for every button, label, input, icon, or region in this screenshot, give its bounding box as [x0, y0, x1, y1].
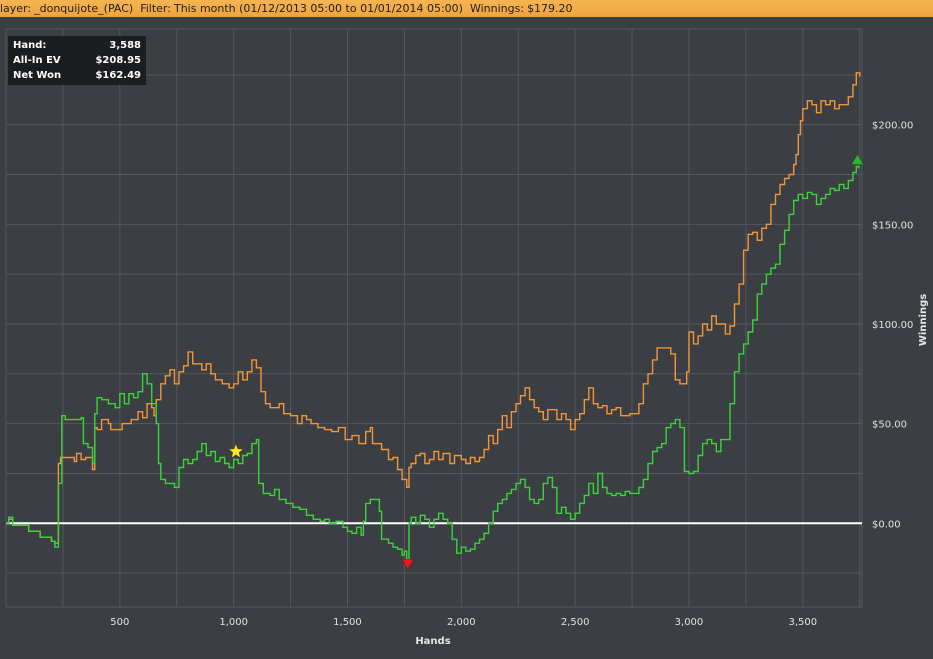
series-lines [6, 72, 862, 560]
stats-allin-ev-label: All-In EV [13, 55, 61, 66]
stats-allin-ev-value: $208.95 [95, 55, 141, 66]
y-tick-label: $150.00 [872, 220, 913, 231]
stats-hands-label: Hand: [13, 40, 47, 51]
stats-row-hands: Hand: 3,588 [8, 38, 146, 53]
stats-net-won-label: Net Won [13, 70, 62, 81]
x-tick-label: 2,000 [447, 617, 476, 628]
filter-label: Filter: [140, 2, 171, 15]
y-tick-label: $100.00 [872, 320, 913, 331]
x-axis-label: Hands [415, 636, 450, 647]
tick-labels: 500 1,000 1,500 2,000 2,500 3,000 3,500 $0.00 $5… [110, 121, 913, 628]
stats-net-won-value: $162.49 [95, 70, 141, 81]
chart-area: 500 1,000 1,500 2,000 2,500 3,000 3,500 $0.00 $5… [0, 17, 933, 659]
grid [5, 28, 863, 608]
x-tick-label: 500 [110, 617, 129, 628]
x-tick-label: 1,500 [333, 617, 362, 628]
winnings-chart: 500 1,000 1,500 2,000 2,500 3,000 3,500 $0.00 $5… [5, 28, 929, 647]
y-tick-label: $200.00 [872, 121, 913, 132]
player-label: layer: [0, 2, 32, 15]
stats-hands-value: 3,588 [109, 40, 141, 51]
y-axis-label: Winnings [918, 294, 929, 346]
y-tick-label: $0.00 [872, 519, 901, 530]
max-marker [851, 154, 864, 165]
winnings-label: Winnings: [469, 2, 525, 15]
stats-row-allin-ev: All-In EV $208.95 [8, 53, 146, 68]
x-tick-label: 1,000 [219, 617, 248, 628]
net-won-line [6, 165, 860, 560]
filter-value: This month (01/12/2013 05:00 to 01/01/20… [173, 2, 463, 15]
x-tick-label: 3,500 [788, 617, 817, 628]
y-tick-label: $50.00 [872, 420, 907, 431]
x-tick-label: 3,000 [675, 617, 704, 628]
all-in-ev-line [6, 72, 861, 544]
title-bar: layer: _donquijote_(PAC) Filter: This month… [0, 0, 933, 17]
stats-box: Hand: 3,588 All-In EV $208.95 Net Won $1… [8, 36, 146, 85]
player-value: _donquijote_(PAC) [34, 2, 134, 15]
star-marker [229, 444, 243, 458]
x-tick-label: 2,500 [561, 617, 590, 628]
min-marker [401, 558, 415, 570]
markers [229, 154, 864, 570]
winnings-value: $179.20 [527, 2, 573, 15]
stats-row-net-won: Net Won $162.49 [8, 68, 146, 83]
plot-frame [5, 28, 863, 608]
